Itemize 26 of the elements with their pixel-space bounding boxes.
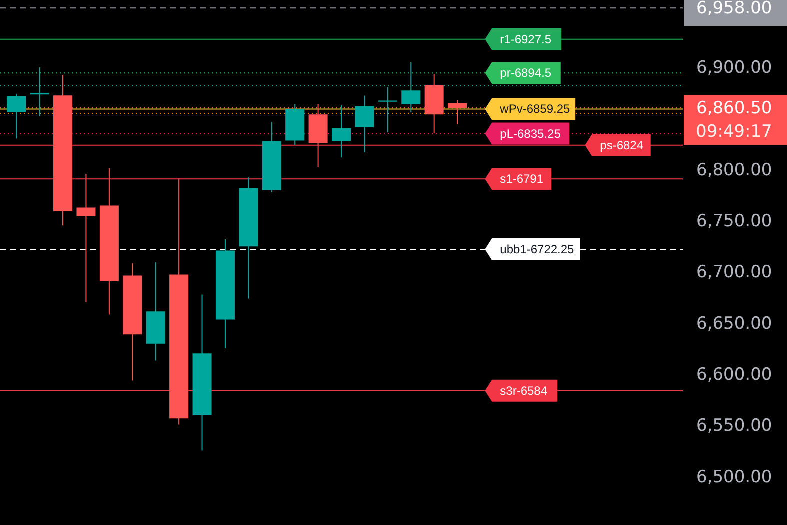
candlestick bbox=[378, 87, 398, 134]
y-tick-label: 6,600.00 bbox=[696, 365, 772, 386]
ref-line-label: s1-6791 bbox=[500, 172, 544, 186]
candlestick bbox=[76, 174, 96, 303]
y-tick-label: 6,900.00 bbox=[696, 58, 772, 78]
y-tick-label: 6,500.00 bbox=[696, 467, 772, 488]
ref-line-label: wPv-6859.25 bbox=[499, 102, 571, 116]
candlestick bbox=[30, 67, 50, 117]
y-tick-label: 6,550.00 bbox=[696, 416, 772, 436]
y-tick-label: 6,700.00 bbox=[696, 262, 772, 283]
ref-line-label: pr-6894.5 bbox=[500, 66, 552, 80]
ref-line-label: s3r-6584 bbox=[500, 384, 548, 398]
ref-line-label: r1-6927.5 bbox=[500, 32, 552, 46]
candlestick bbox=[355, 95, 374, 153]
y-tick-label: 6,860.50 bbox=[696, 98, 772, 118]
y-tick-label: 6,800.00 bbox=[696, 160, 772, 180]
y-tick-label: 6,650.00 bbox=[696, 314, 772, 334]
y-tick-label: 6,750.00 bbox=[696, 212, 772, 232]
candlestick bbox=[7, 94, 26, 140]
candlestick bbox=[332, 104, 351, 158]
y-tick-label: 6,958.00 bbox=[696, 0, 772, 19]
text: 09:49:17 bbox=[696, 122, 772, 142]
candlestick bbox=[402, 62, 421, 114]
ref-line-label: ps-6824 bbox=[600, 138, 644, 152]
ref-line-label: ubb1-6722.25 bbox=[500, 242, 575, 256]
ref-line-label: pL-6835.25 bbox=[500, 126, 562, 141]
